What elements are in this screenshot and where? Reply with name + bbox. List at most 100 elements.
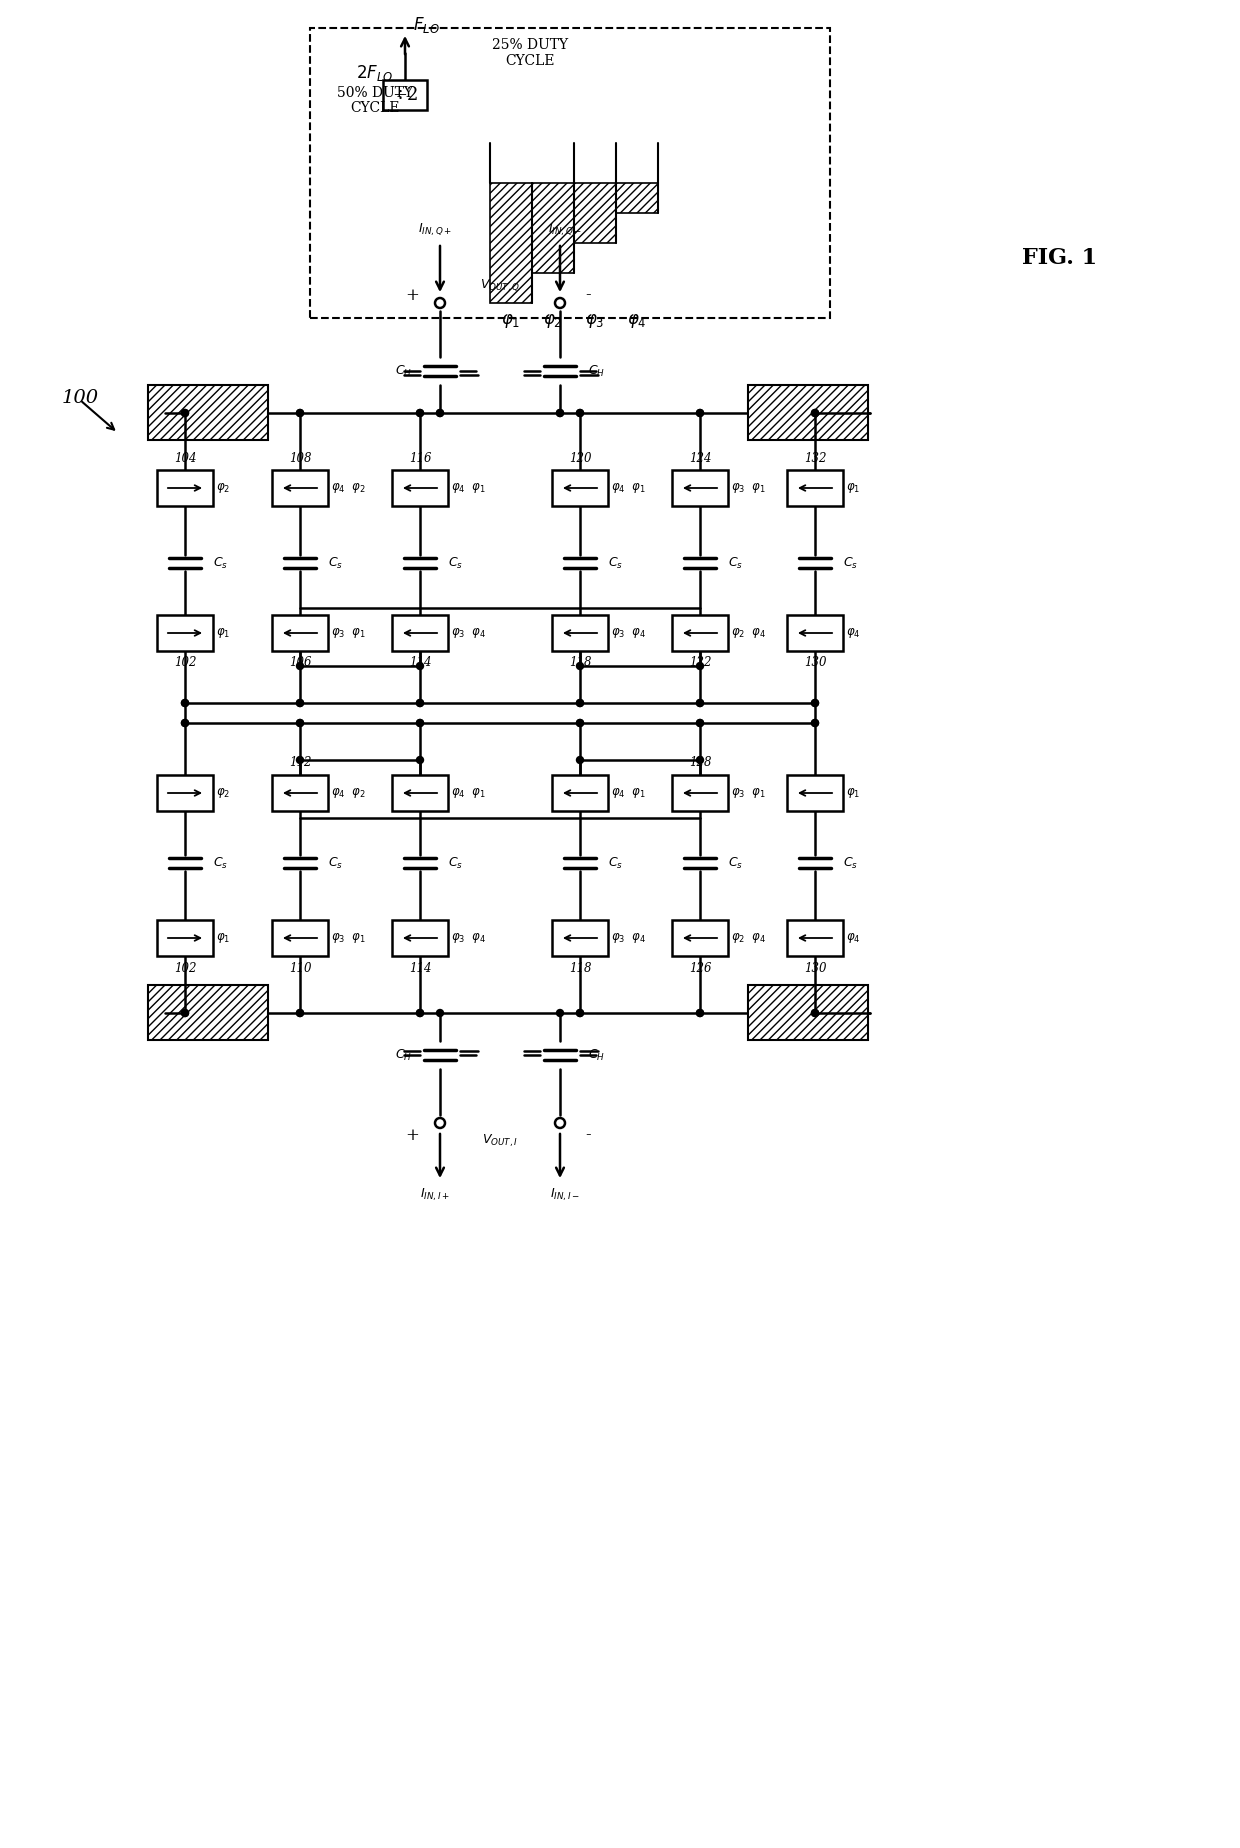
Text: +: +	[405, 286, 419, 303]
Circle shape	[436, 410, 444, 416]
Circle shape	[181, 719, 188, 726]
Bar	[157, 774, 213, 811]
Text: 50% DUTY: 50% DUTY	[337, 87, 413, 100]
Text: +: +	[405, 1127, 419, 1144]
Circle shape	[181, 719, 188, 726]
Text: 110: 110	[289, 961, 311, 974]
Circle shape	[417, 719, 424, 726]
Text: $C_s$: $C_s$	[213, 556, 228, 571]
Text: $V_{OUT,I}$: $V_{OUT,I}$	[482, 1133, 518, 1149]
Bar	[148, 985, 268, 1040]
Circle shape	[811, 700, 818, 706]
Bar	[157, 469, 213, 506]
Bar	[552, 920, 608, 955]
Bar	[310, 28, 830, 318]
Text: $\varphi_3$  $\varphi_1$: $\varphi_3$ $\varphi_1$	[732, 785, 766, 800]
Circle shape	[556, 1118, 565, 1127]
Text: $\varphi_3$  $\varphi_1$: $\varphi_3$ $\varphi_1$	[331, 931, 366, 944]
Text: $\varphi_2$: $\varphi_2$	[543, 312, 563, 331]
Circle shape	[577, 700, 584, 706]
Text: 132: 132	[804, 451, 826, 464]
Text: -: -	[585, 1127, 590, 1144]
Text: CYCLE: CYCLE	[350, 102, 399, 115]
Text: $C_s$: $C_s$	[213, 856, 228, 870]
Bar	[552, 774, 608, 811]
Circle shape	[577, 410, 584, 416]
Text: ÷2: ÷2	[392, 87, 418, 103]
Text: $F_{LO}$: $F_{LO}$	[413, 15, 440, 35]
Text: 128: 128	[688, 756, 712, 769]
Circle shape	[697, 1009, 703, 1016]
Circle shape	[811, 410, 818, 416]
Text: $\varphi_4$  $\varphi_1$: $\varphi_4$ $\varphi_1$	[451, 480, 486, 495]
Text: $I_{IN,I-}$: $I_{IN,I-}$	[551, 1186, 580, 1203]
Bar	[787, 469, 843, 506]
Text: $\varphi_3$  $\varphi_4$: $\varphi_3$ $\varphi_4$	[451, 931, 486, 944]
Text: $\varphi_1$: $\varphi_1$	[846, 480, 861, 495]
Text: 116: 116	[409, 451, 432, 464]
Text: $C_s$: $C_s$	[843, 856, 858, 870]
Text: $\varphi_3$  $\varphi_4$: $\varphi_3$ $\varphi_4$	[451, 626, 486, 639]
Text: 112: 112	[289, 756, 311, 769]
Circle shape	[577, 410, 584, 416]
Text: $\varphi_3$  $\varphi_1$: $\varphi_3$ $\varphi_1$	[732, 480, 766, 495]
Text: $C_s$: $C_s$	[448, 556, 463, 571]
Circle shape	[417, 1009, 424, 1016]
Text: 100: 100	[62, 388, 98, 407]
Circle shape	[296, 662, 304, 669]
Bar	[748, 384, 868, 440]
Circle shape	[697, 662, 703, 669]
Circle shape	[296, 410, 304, 416]
Circle shape	[417, 1009, 424, 1016]
Circle shape	[557, 410, 563, 416]
Circle shape	[296, 756, 304, 763]
Bar	[616, 183, 658, 213]
Text: $\varphi_2$: $\varphi_2$	[216, 480, 231, 495]
Circle shape	[577, 719, 584, 726]
Bar	[672, 774, 728, 811]
Circle shape	[577, 1009, 584, 1016]
Text: $\varphi_2$: $\varphi_2$	[216, 785, 231, 800]
Circle shape	[417, 756, 424, 763]
Circle shape	[296, 410, 304, 416]
Text: $C_s$: $C_s$	[608, 556, 624, 571]
Circle shape	[697, 410, 703, 416]
Circle shape	[296, 1009, 304, 1016]
Text: $I_{IN,Q-}$: $I_{IN,Q-}$	[548, 222, 582, 237]
Circle shape	[557, 410, 563, 416]
Text: -: -	[585, 286, 590, 303]
Circle shape	[556, 298, 565, 309]
Circle shape	[577, 700, 584, 706]
Circle shape	[577, 719, 584, 726]
Text: $\varphi_2$  $\varphi_4$: $\varphi_2$ $\varphi_4$	[732, 626, 766, 639]
Circle shape	[436, 410, 444, 416]
Bar	[672, 469, 728, 506]
Circle shape	[296, 719, 304, 726]
Text: FIG. 1: FIG. 1	[1023, 248, 1097, 270]
Text: $\varphi_1$: $\varphi_1$	[216, 931, 231, 944]
Text: $C_H$: $C_H$	[588, 1048, 605, 1063]
Circle shape	[417, 410, 424, 416]
Text: $\varphi_4$: $\varphi_4$	[627, 312, 647, 331]
Text: $\varphi_4$  $\varphi_1$: $\varphi_4$ $\varphi_1$	[611, 785, 646, 800]
Circle shape	[417, 700, 424, 706]
Bar	[392, 920, 448, 955]
Circle shape	[577, 756, 584, 763]
Text: 130: 130	[804, 656, 826, 669]
Text: $\varphi_4$  $\varphi_2$: $\varphi_4$ $\varphi_2$	[331, 785, 366, 800]
Circle shape	[181, 1009, 188, 1016]
Text: $C_s$: $C_s$	[728, 556, 743, 571]
Bar	[392, 774, 448, 811]
Circle shape	[417, 662, 424, 669]
Text: $\varphi_3$  $\varphi_1$: $\varphi_3$ $\varphi_1$	[331, 626, 366, 639]
Text: 120: 120	[569, 451, 591, 464]
Text: $I_{IN,I+}$: $I_{IN,I+}$	[420, 1186, 450, 1203]
Text: $\varphi_4$: $\varphi_4$	[846, 931, 861, 944]
Circle shape	[697, 719, 703, 726]
Circle shape	[697, 700, 703, 706]
Text: $C_s$: $C_s$	[608, 856, 624, 870]
Bar	[157, 920, 213, 955]
Circle shape	[181, 410, 188, 416]
Bar	[552, 469, 608, 506]
Text: $\varphi_1$: $\varphi_1$	[216, 626, 231, 639]
